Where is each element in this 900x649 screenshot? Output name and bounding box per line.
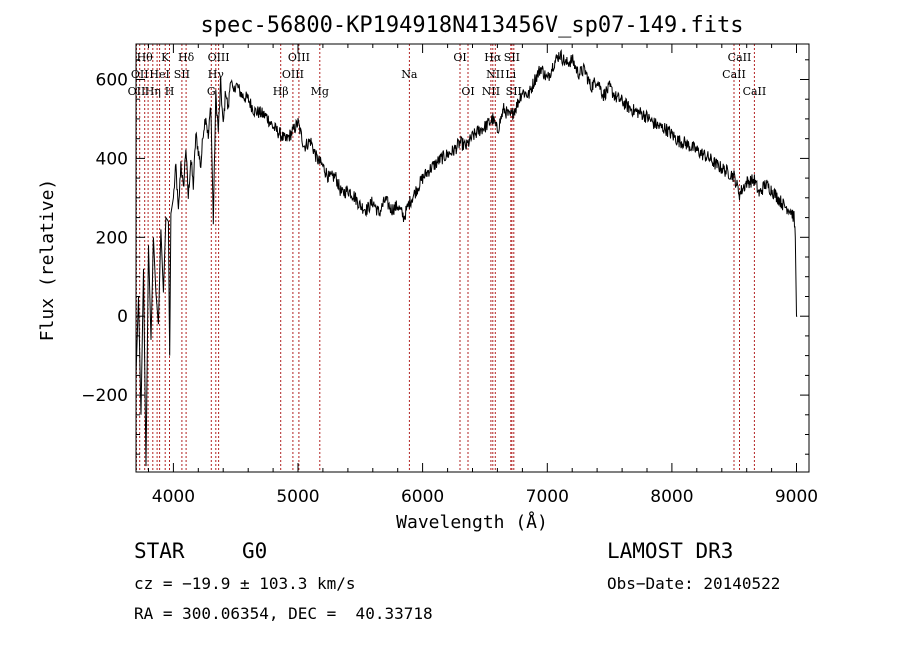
survey-name: LAMOST DR3: [607, 539, 734, 563]
chart-title: spec-56800-KP194918N413456V_sp07-149.fit…: [200, 13, 743, 38]
line-label-h: H: [165, 85, 175, 98]
line-label-hβ: Hβ: [273, 85, 289, 98]
line-label-hγ: Hγ: [208, 68, 225, 81]
coordinates: RA = 300.06354, DEC = 40.33718: [134, 604, 433, 623]
line-label-sii: SII: [504, 51, 520, 64]
obs-date: Obs−Date: 20140522: [607, 574, 781, 593]
emission-line-markers: [136, 44, 755, 472]
line-label-nii: NII: [486, 68, 504, 81]
line-label-hη: Hη: [145, 85, 161, 98]
line-label-hα: Hα: [484, 51, 502, 64]
line-label-oiii: OIII: [208, 51, 230, 64]
object-subclass: G0: [242, 539, 268, 563]
x-tick-label: 5000: [276, 487, 319, 507]
y-tick-label: −200: [81, 386, 128, 406]
line-label-oiii: OIII: [288, 51, 310, 64]
line-label-oiii: OIII: [282, 68, 304, 81]
line-label-sii: SII: [174, 68, 190, 81]
line-label-nii: NII: [482, 85, 500, 98]
object-class: STAR: [134, 539, 185, 563]
line-label-g: G: [207, 85, 216, 98]
x-tick-label: 9000: [775, 487, 818, 507]
x-axis-label: Wavelength (Å): [396, 511, 548, 533]
spectrum-chart: spec-56800-KP194918N413456V_sp07-149.fit…: [37, 13, 818, 533]
line-label-caii: CaII: [722, 68, 746, 81]
y-tick-label: 400: [96, 149, 128, 169]
y-tick-label: 0: [117, 307, 128, 327]
y-axis-ticks: −200 0 200 400 600: [81, 59, 809, 455]
x-tick-label: 6000: [401, 487, 444, 507]
line-label-sii: SII: [506, 85, 522, 98]
line-label-caii: CaII: [743, 85, 767, 98]
redshift-cz: cz = −19.9 ± 103.3 km/s: [134, 574, 356, 593]
plot-frame: [135, 43, 810, 473]
y-tick-label: 600: [96, 71, 128, 91]
line-label-hθ: Hθ: [137, 51, 154, 64]
spectrum-series: [135, 48, 798, 467]
line-label-oi: OI: [453, 51, 466, 64]
line-label-oi: OI: [461, 85, 474, 98]
line-label-hei: HeI: [149, 68, 169, 81]
line-label-k: K: [161, 51, 170, 64]
x-tick-label: 4000: [152, 487, 195, 507]
x-tick-label: 8000: [650, 487, 693, 507]
x-tick-label: 7000: [526, 487, 569, 507]
line-label-na: Na: [401, 68, 418, 81]
line-label-li: Li: [505, 68, 516, 81]
y-tick-label: 200: [96, 228, 128, 248]
line-label-hδ: Hδ: [178, 51, 195, 64]
line-label-mg: Mg: [311, 85, 329, 98]
line-label-oii: OII: [131, 68, 149, 81]
x-axis-ticks: 4000 5000 6000 7000 8000 9000: [148, 44, 818, 507]
line-label-caii: CaII: [728, 51, 752, 64]
flux-line: [135, 48, 798, 467]
y-axis-label: Flux (relative): [37, 179, 58, 342]
